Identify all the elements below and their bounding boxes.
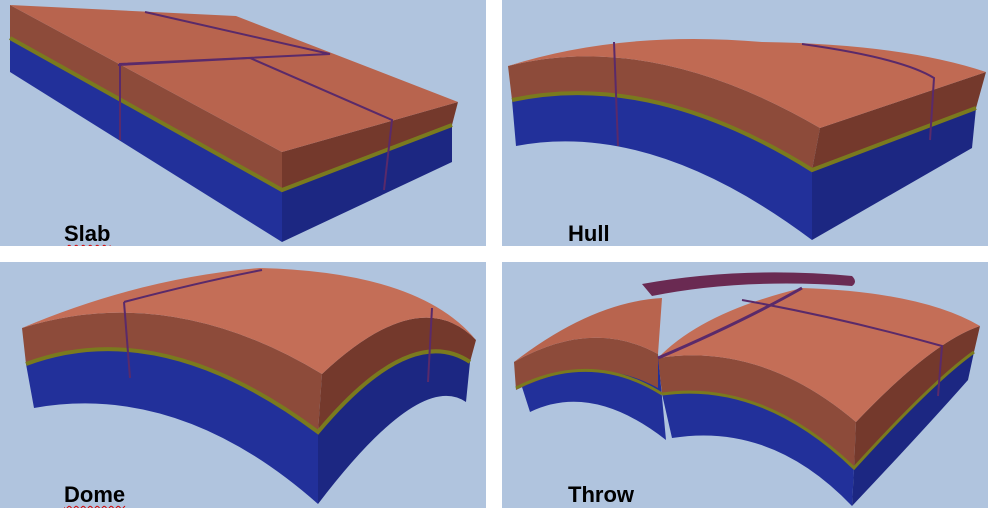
hull-upper-side-right <box>812 72 986 170</box>
slab-horizon-line <box>9 36 453 193</box>
throw-left-upper-side <box>514 337 658 390</box>
dome-horizon-line <box>25 347 472 435</box>
dome-upper-side-left <box>22 312 322 432</box>
slab-lower-side-left <box>10 38 282 242</box>
panel-label-dome: Dome <box>64 482 126 507</box>
dome-fault-line-2 <box>427 307 433 383</box>
throw-model <box>514 272 980 506</box>
throw-fault-line-1 <box>657 286 803 360</box>
dome-top-surface <box>22 268 476 374</box>
slab-model <box>9 5 458 242</box>
panel-slab: Slab <box>0 0 486 246</box>
panel-label-hull: Hull <box>568 221 610 246</box>
dome-fault-line-1 <box>123 269 263 379</box>
panel-dome: Dome <box>0 262 486 508</box>
panel-label-throw: Throw <box>568 482 634 507</box>
slab-upper-side-right <box>282 102 458 190</box>
hull-top-surface <box>508 39 986 128</box>
throw-front-upper-side <box>658 355 856 468</box>
hull-model <box>508 39 986 240</box>
hull-fault-line-2 <box>801 43 936 141</box>
slab-top-surface <box>10 5 458 152</box>
panel-throw: Throw <box>502 262 988 508</box>
panel-hull: Hull <box>502 0 988 246</box>
hull-lower-side-right <box>812 108 976 240</box>
slab-lower-side-right <box>282 125 452 242</box>
hull-upper-side-left <box>508 56 820 171</box>
throw-front-lower-right <box>852 352 974 506</box>
hull-horizon-line <box>511 91 977 173</box>
throw-fault-line-2 <box>741 299 944 397</box>
throw-raised-block <box>642 272 855 296</box>
throw-left-top <box>514 298 662 362</box>
hull-fault-line-1 <box>613 41 619 147</box>
dome-upper-side-right <box>318 317 476 432</box>
throw-front-lower-side <box>662 392 854 506</box>
throw-left-horizon <box>515 368 663 396</box>
slab-upper-side-left <box>10 5 282 190</box>
throw-front-horizon <box>661 350 975 471</box>
dome-model <box>22 268 476 504</box>
slab-fault-line-2 <box>117 56 394 191</box>
dome-lower-side-right <box>318 351 470 504</box>
panel-label-slab: Slab <box>64 221 111 246</box>
